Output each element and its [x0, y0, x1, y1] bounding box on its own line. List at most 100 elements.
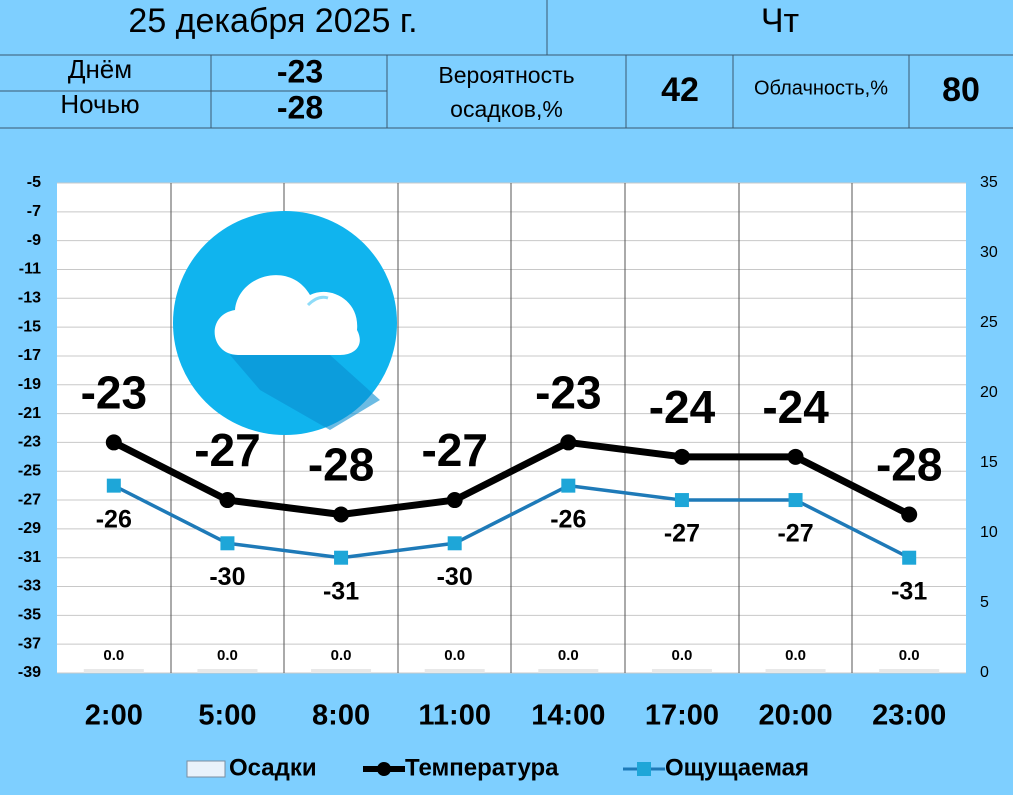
temperature-label: -23	[535, 367, 601, 419]
y2-tick-label: 0	[980, 664, 989, 681]
y-tick-label: -5	[27, 174, 41, 191]
feels-like-line	[113, 483, 910, 560]
temperature-label: -28	[876, 439, 942, 491]
x-tick-label: 14:00	[531, 700, 605, 732]
legend-swatch	[186, 760, 226, 778]
x-tick-label: 2:00	[85, 700, 143, 732]
feels-like-label: -27	[664, 520, 700, 548]
y-tick-label: -35	[18, 607, 41, 624]
y2-tick-label: 10	[980, 524, 998, 541]
temperature-label: -24	[762, 381, 829, 433]
feels-like-point	[447, 536, 462, 551]
precip-value: 42	[661, 71, 699, 109]
y2-tick-label: 15	[980, 454, 998, 471]
feels-like-point	[788, 493, 803, 508]
feels-like-label: -31	[891, 577, 927, 605]
feels-like-label: -27	[777, 520, 813, 548]
feels-like-label: -26	[550, 505, 586, 533]
temperature-point	[673, 448, 690, 465]
temperature-point	[219, 492, 236, 509]
precip-base	[311, 669, 372, 673]
precip-label: 0.0	[331, 647, 352, 664]
x-tick-label: 11:00	[418, 700, 491, 732]
marks: 0.0 0.0 0.0 0.0 0.0 0.0 0.0 0.0-23-27 -28 -27-23-…	[81, 367, 942, 673]
y2-tick-label: 5	[980, 594, 989, 611]
night-value: -28	[277, 89, 323, 125]
feels-like-label: -31	[323, 577, 359, 605]
y-tick-label: -25	[18, 462, 41, 479]
y-tick-label: -11	[19, 261, 41, 278]
y-tick-label: -37	[18, 635, 41, 652]
precip-base	[83, 669, 144, 673]
precip-base	[879, 669, 940, 673]
precip-label: 0.0	[103, 647, 124, 664]
precip-base	[765, 669, 826, 673]
feels-like-point	[220, 536, 235, 551]
y-tick-label: -17	[18, 347, 41, 364]
temperature-label: -27	[194, 424, 260, 476]
y2-tick-label: 35	[980, 174, 998, 191]
feels-like-point	[561, 478, 576, 493]
x-tick-label: 23:00	[872, 700, 946, 732]
legend-label: Осадки	[229, 754, 317, 781]
precip-label: 0.0	[672, 647, 693, 664]
y-tick-label: -29	[18, 520, 41, 537]
legend-marker	[637, 762, 651, 776]
feels-like-label: -30	[209, 563, 245, 591]
cloud-label: Облачность,%	[754, 77, 888, 99]
date: 25 декабря 2025 г.	[128, 2, 417, 40]
temperature-point	[560, 434, 577, 451]
legend-label: Ощущаемая	[665, 754, 809, 781]
x-tick-label: 8:00	[312, 700, 370, 732]
y-tick-label: -21	[18, 405, 41, 422]
y-tick-label: -27	[18, 491, 41, 508]
temperature-label: -23	[81, 367, 147, 419]
precip-base	[197, 669, 258, 673]
x-tick-label: 20:00	[758, 700, 832, 732]
temperature-point	[446, 492, 463, 509]
y-tick-label: -7	[27, 203, 41, 220]
precip-label: 0.0	[444, 647, 465, 664]
weather-icon	[173, 211, 397, 435]
day-label: Днём	[68, 54, 132, 84]
weekday: Чт	[761, 2, 799, 40]
temperature-point	[333, 506, 350, 523]
y-tick-label: -13	[18, 290, 41, 307]
temperature-label: -24	[649, 381, 716, 433]
y-tick-label: -31	[18, 549, 41, 566]
feels-like-point	[674, 493, 689, 508]
precip-label-box: Вероятность осадков,%	[438, 61, 575, 122]
feels-like-label: -30	[437, 563, 473, 591]
x-tick-label: 17:00	[645, 700, 719, 732]
precip-label: 0.0	[899, 647, 920, 664]
y-tick-label: -15	[18, 318, 41, 335]
precip-base	[424, 669, 485, 673]
night-label: Ночью	[60, 89, 139, 119]
temperature-line	[112, 438, 911, 518]
y-tick-label: -23	[18, 434, 41, 451]
y-tick-label: -39	[18, 664, 41, 681]
temperature-label: -27	[421, 424, 487, 476]
y-tick-label: -33	[18, 578, 41, 595]
feels-like-point	[106, 478, 121, 493]
temperature-point	[105, 434, 122, 451]
legend-marker	[377, 762, 391, 776]
header-borders	[0, 0, 1013, 129]
precip-label: 0.0	[558, 647, 579, 664]
feels-like-label: -26	[96, 505, 132, 533]
category-separators	[170, 183, 853, 673]
day-value: -23	[277, 53, 323, 89]
precip-label: 0.0	[217, 647, 238, 664]
x-tick-label: 5:00	[198, 700, 256, 732]
feels-like-point	[334, 550, 349, 565]
y2-tick-label: 20	[980, 384, 998, 401]
cloud-value: 80	[942, 71, 980, 109]
y2-tick-label: 25	[980, 314, 998, 331]
y-tick-label: -9	[27, 232, 41, 249]
precip-label: Вероятность осадков,%	[438, 61, 575, 122]
precip-base	[651, 669, 712, 673]
precip-base	[538, 669, 599, 673]
precip-label: 0.0	[785, 647, 806, 664]
feels-like-point	[902, 550, 917, 565]
